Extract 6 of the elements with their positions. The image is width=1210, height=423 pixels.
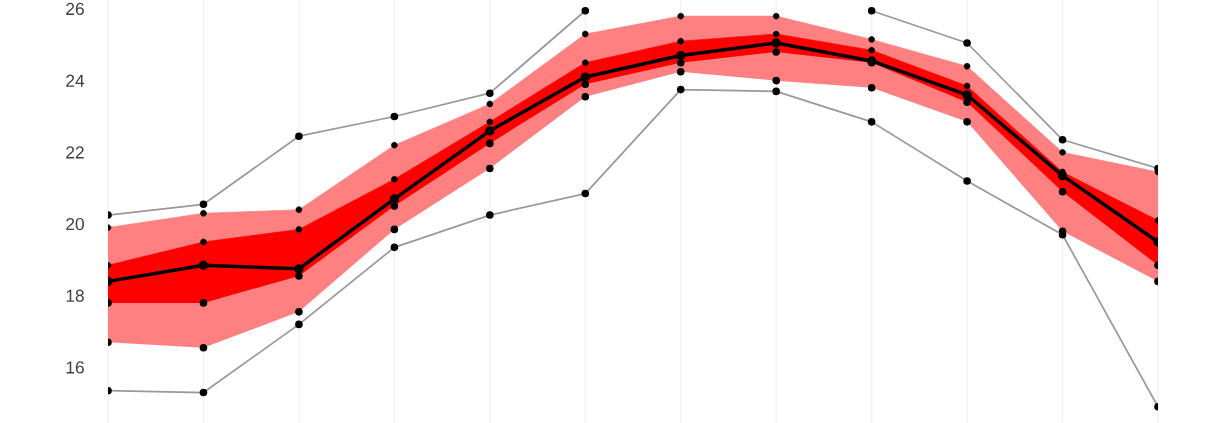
y-tick-label: 20 — [66, 217, 84, 231]
y-tick-label: 26 — [66, 2, 84, 16]
y-tick-label: 18 — [66, 289, 84, 302]
y-tick-label: 16 — [66, 361, 84, 374]
y-tick-label: 22 — [66, 146, 84, 159]
y-tick-label: 24 — [66, 74, 85, 87]
